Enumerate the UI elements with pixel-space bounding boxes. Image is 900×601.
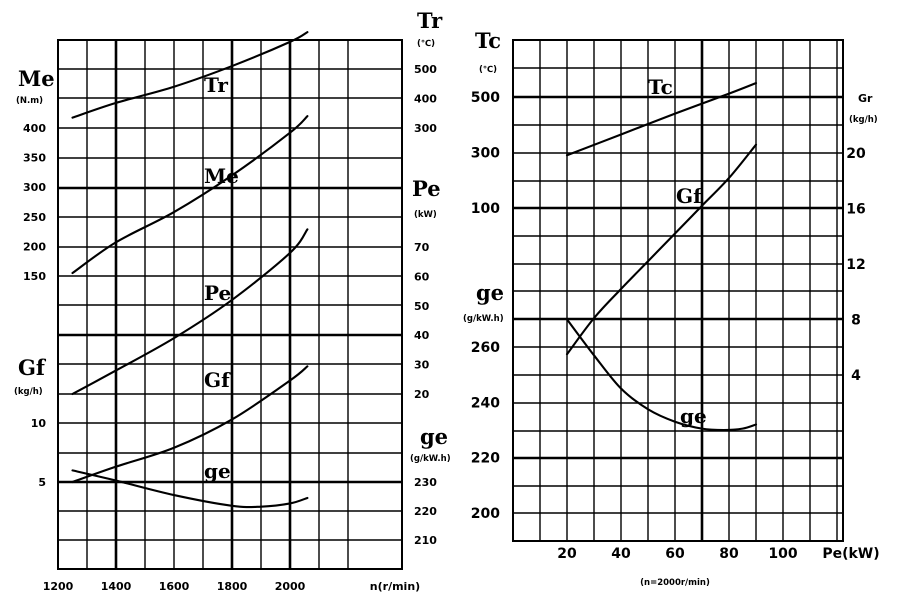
gr-tick-label: 4	[851, 368, 861, 384]
pe-tick-label: 40	[414, 329, 430, 342]
curve-label-gf: Gf	[204, 368, 231, 392]
plot-frame	[57, 39, 403, 570]
series-tc-line	[565, 82, 758, 157]
load-characteristic-chart: 20 40 60 80 100 Pe(kW) (n=2000r/min) Tc (℃) 500 30…	[463, 28, 880, 588]
curve-label-me: Me	[204, 164, 239, 188]
gf-axis-title: Gf	[18, 355, 47, 380]
tr-axis-title: Tr	[417, 8, 443, 33]
me-axis-title: Me	[18, 66, 55, 91]
gr-tick-label: 20	[846, 146, 866, 162]
pe-tick-label: 20	[414, 388, 430, 401]
gf-tick-label: 10	[31, 417, 47, 430]
x-tick-label: 1400	[101, 580, 132, 593]
me-axis-unit: (N.m)	[16, 96, 43, 106]
x-axis-label: Pe(kW)	[822, 546, 879, 562]
series-gf-line	[71, 365, 309, 484]
x-tick-label: 1200	[43, 580, 74, 593]
series-ge-line	[71, 469, 309, 509]
tc-tick-label: 500	[471, 90, 500, 106]
me-tick-label: 400	[23, 122, 46, 135]
curve-label-pe: Pe	[204, 281, 231, 305]
me-tick-label: 250	[23, 211, 46, 224]
gf-tick-label: 5	[38, 476, 46, 489]
x-tick-label: 80	[719, 546, 739, 562]
gr-axis-unit: (kg/h)	[849, 115, 878, 125]
ge-tick-label: 220	[471, 451, 500, 467]
curve-label-tc: Tc	[648, 75, 673, 99]
tc-axis-unit: (℃)	[479, 65, 497, 75]
tr-tick-label: 500	[414, 63, 437, 76]
tr-tick-label: 300	[414, 122, 437, 135]
tr-tick-label: 400	[414, 93, 437, 106]
ge-axis-unit: (g/kW.h)	[463, 314, 504, 324]
series-gf-line	[565, 143, 758, 356]
x-axis-note: (n=2000r/min)	[640, 578, 710, 588]
curve-label-tr: Tr	[204, 73, 228, 97]
gr-tick-label: 8	[851, 313, 861, 329]
gr-axis-title: Gr	[858, 92, 873, 105]
curve-label-ge: ge	[680, 404, 707, 428]
x-axis-label: n(r/min)	[370, 580, 420, 593]
ge-tick-label: 240	[471, 395, 500, 411]
x-tick-label: 100	[768, 546, 797, 562]
gf-axis-unit: (kg/h)	[14, 387, 43, 397]
pe-tick-label: 70	[414, 241, 430, 254]
gr-tick-label: 12	[846, 257, 865, 273]
pe-axis-title: Pe	[412, 176, 441, 201]
ge-axis-unit: (g/kW.h)	[410, 454, 451, 464]
pe-tick-label: 60	[414, 270, 430, 283]
pe-tick-label: 30	[414, 359, 430, 372]
plot-frame	[512, 39, 844, 542]
series-pe-line	[71, 228, 309, 396]
tr-axis-unit: (℃)	[417, 39, 435, 49]
me-tick-label: 300	[23, 181, 46, 194]
series-me-line	[71, 115, 309, 275]
pe-axis-unit: (kW)	[414, 210, 437, 220]
gr-tick-label: 16	[846, 202, 865, 218]
x-tick-label: 2000	[275, 580, 306, 593]
curve-label-gf: Gf	[676, 184, 703, 208]
curve-label-ge: ge	[204, 459, 231, 483]
tc-tick-label: 100	[471, 201, 500, 217]
x-tick-label: 1800	[217, 580, 248, 593]
x-tick-label: 1600	[159, 580, 190, 593]
ge-tick-label: 210	[414, 534, 437, 547]
speed-characteristic-chart: 1200 1400 1600 1800 2000 n(r/min) Me (N.m) 150 20…	[14, 8, 451, 593]
pe-tick-label: 50	[414, 300, 430, 313]
ge-axis-title: ge	[476, 280, 504, 305]
tc-axis-title: Tc	[475, 28, 501, 53]
me-tick-label: 350	[23, 152, 46, 165]
x-tick-label: 40	[611, 546, 631, 562]
ge-tick-label: 200	[471, 506, 500, 522]
ge-tick-label: 260	[471, 340, 500, 356]
series-ge-line	[565, 318, 758, 432]
series-tr-line	[71, 31, 309, 119]
me-tick-label: 200	[23, 240, 46, 253]
x-tick-label: 20	[557, 546, 577, 562]
tc-tick-label: 300	[471, 146, 500, 162]
ge-tick-label: 230	[414, 476, 437, 489]
ge-axis-title: ge	[420, 424, 448, 449]
x-tick-label: 60	[665, 546, 685, 562]
me-tick-label: 150	[23, 270, 46, 283]
ge-tick-label: 220	[414, 505, 437, 518]
